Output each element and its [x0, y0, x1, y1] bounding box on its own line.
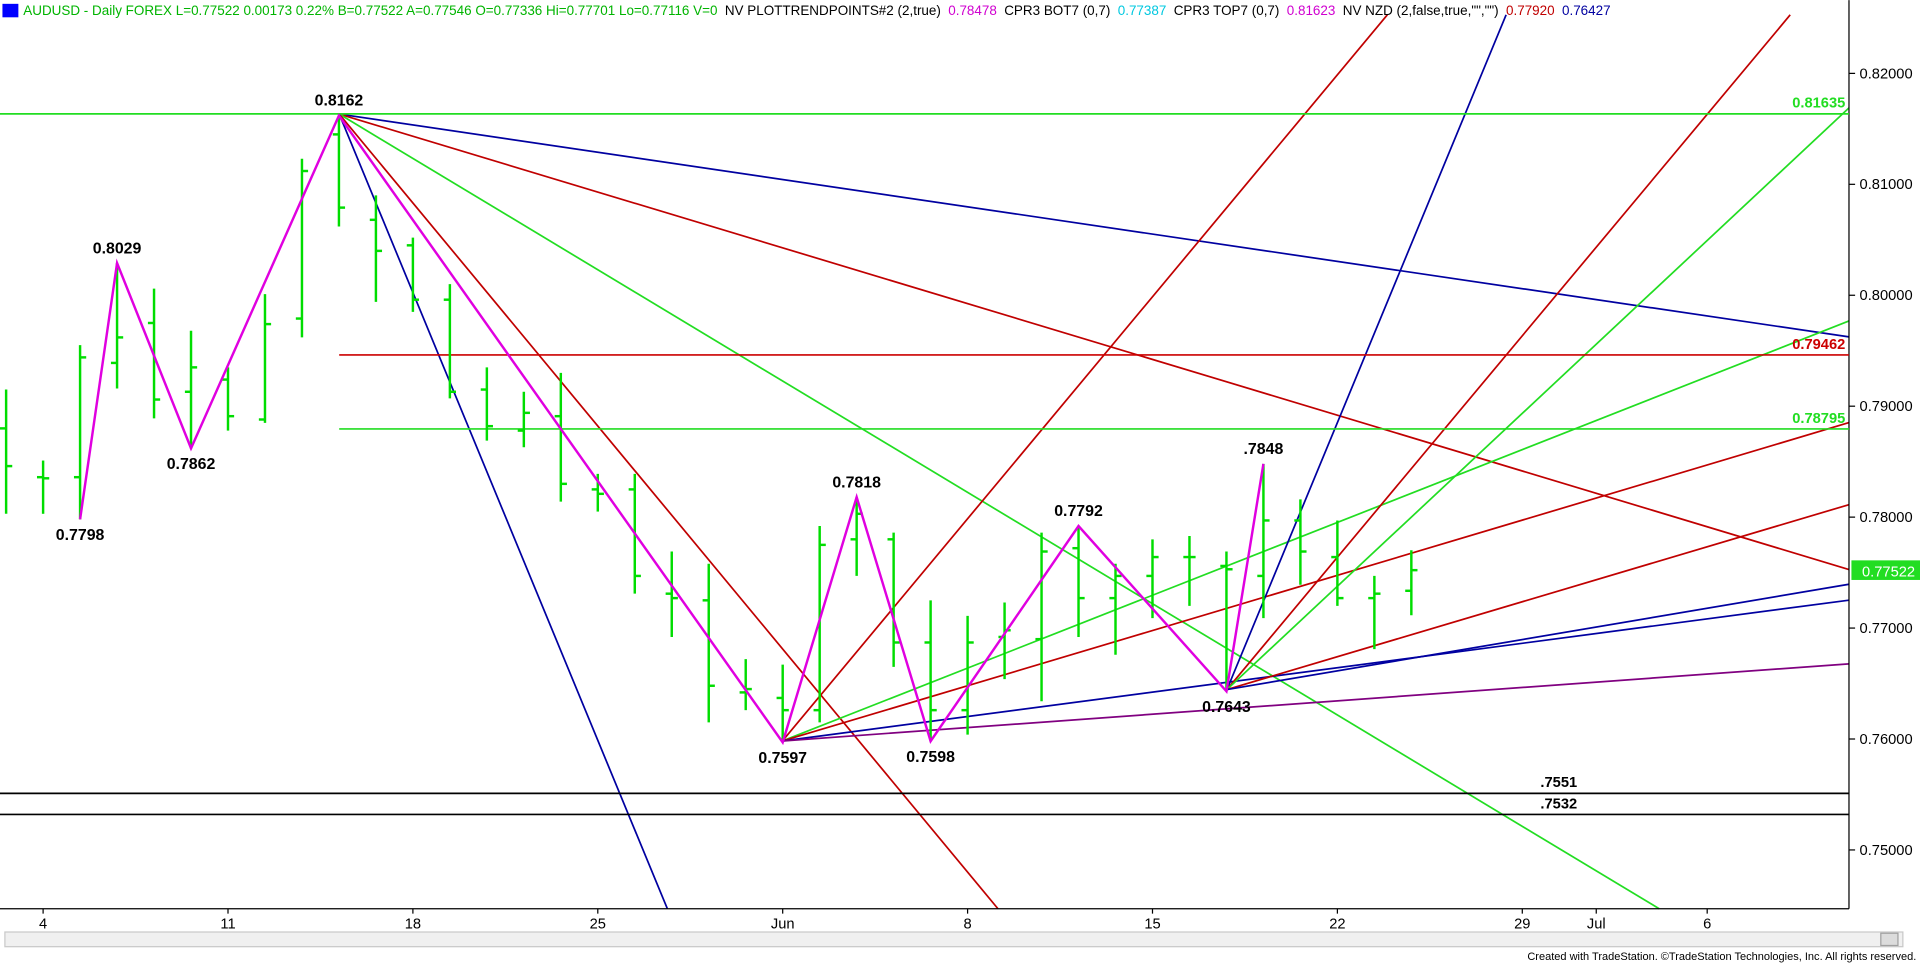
- y-tick-label: 0.77000: [1860, 621, 1913, 637]
- level-label: .7551: [1540, 775, 1577, 791]
- x-tick-label: 6: [1703, 916, 1711, 932]
- x-tick-label: 22: [1329, 916, 1345, 932]
- trend-line: [782, 421, 1850, 742]
- x-tick-label: 25: [590, 916, 606, 932]
- trend-line: [338, 113, 1850, 571]
- level-label: 0.79462: [1792, 337, 1845, 353]
- header-segment: 0.77920: [1506, 3, 1555, 18]
- last-price-box: [1851, 560, 1920, 580]
- pivot-label: 0.7862: [167, 456, 216, 473]
- trend-line: [1226, 503, 1850, 691]
- trend-line: [782, 662, 1850, 742]
- header-segment: 0.76427: [1562, 3, 1611, 18]
- x-tick-label: 15: [1144, 916, 1160, 932]
- trend-line: [1226, 107, 1850, 691]
- header-segment: CPR3 TOP7 (0,7): [1174, 3, 1280, 18]
- scrollbar[interactable]: [4, 931, 1904, 948]
- level-label: 0.81635: [1792, 96, 1845, 112]
- x-tick-label: 4: [39, 916, 47, 932]
- trend-line: [338, 113, 1660, 910]
- header-segment: NV PLOTTRENDPOINTS#2 (2,true): [725, 3, 941, 18]
- pivot-label: 0.7597: [758, 750, 807, 767]
- x-tick-label: 11: [220, 916, 235, 932]
- x-tick-label: Jun: [771, 916, 795, 932]
- pivot-label: 0.7798: [56, 527, 105, 544]
- trend-line: [1226, 583, 1850, 691]
- footer: Created with TradeStation. ©TradeStation…: [1527, 951, 1916, 963]
- y-tick-label: 0.76000: [1860, 732, 1913, 748]
- header: AUDUSD - Daily FOREX L=0.77522 0.00173 0…: [23, 3, 1610, 18]
- trend-lines: [338, 14, 1850, 910]
- level-label: .7532: [1540, 796, 1577, 812]
- pivot-label: 0.7598: [906, 749, 955, 766]
- trend-line: [338, 113, 999, 910]
- pivot-zigzag: [78, 113, 1265, 746]
- x-tick-label: 29: [1514, 916, 1530, 932]
- y-tick-label: 0.81000: [1860, 177, 1913, 193]
- scrollbar-thumb[interactable]: [1880, 932, 1899, 947]
- x-tick-label: Jul: [1587, 916, 1606, 932]
- pivot-label: 0.8162: [315, 93, 364, 110]
- header-segment: 0.78478: [948, 3, 997, 18]
- last-price-label: 0.77522: [1862, 564, 1915, 580]
- trend-line: [782, 320, 1850, 742]
- y-tick-label: 0.78000: [1860, 510, 1913, 526]
- pivot-label: 0.8029: [93, 240, 142, 257]
- header-segment: AUDUSD - Daily FOREX L=0.77522 0.00173 0…: [23, 3, 717, 18]
- header-segment: CPR3 BOT7 (0,7): [1004, 3, 1110, 18]
- trend-line: [339, 113, 1850, 338]
- header-segment: 0.81623: [1287, 3, 1336, 18]
- y-tick-label: 0.82000: [1860, 66, 1913, 82]
- x-tick-label: 8: [964, 916, 972, 932]
- y-tick-label: 0.75000: [1860, 843, 1913, 859]
- symbol-icon: [2, 3, 19, 18]
- trend-line: [1226, 14, 1791, 691]
- level-label: 0.78795: [1792, 411, 1845, 427]
- trend-line: [782, 599, 1850, 742]
- header-segment: 0.77387: [1118, 3, 1167, 18]
- y-tick-label: 0.79000: [1860, 399, 1913, 415]
- trend-line: [1226, 14, 1507, 690]
- trend-line: [781, 14, 1389, 742]
- y-tick-label: 0.80000: [1860, 288, 1913, 304]
- pivot-label: 0.7792: [1054, 503, 1103, 520]
- pivot-label: 0.7818: [832, 474, 881, 491]
- x-tick-label: 18: [405, 916, 421, 932]
- header-segment: NV NZD (2,false,true,"",""): [1343, 3, 1499, 18]
- trend-line: [338, 113, 669, 910]
- pivot-label: .7848: [1244, 441, 1284, 458]
- pivot-label: 0.7643: [1202, 699, 1251, 716]
